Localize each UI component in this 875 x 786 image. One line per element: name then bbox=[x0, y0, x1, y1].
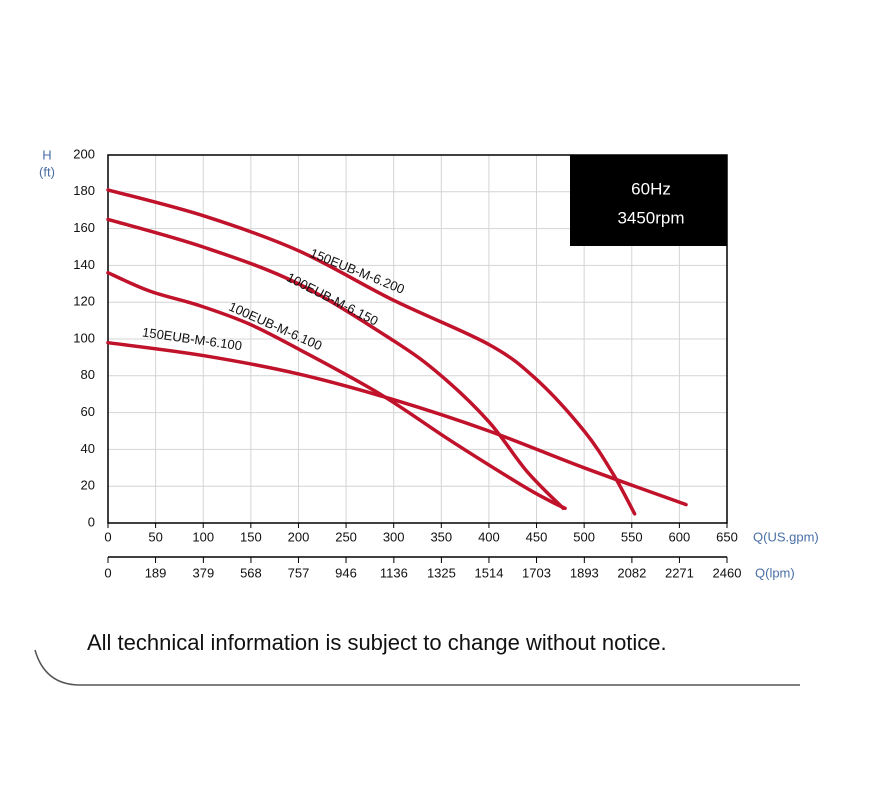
curve bbox=[106, 217, 565, 511]
x2-tick-label: 0 bbox=[104, 565, 111, 580]
curve bbox=[106, 188, 637, 516]
x2-tick-label: 2460 bbox=[713, 565, 742, 580]
x-tick-label: 50 bbox=[148, 529, 162, 544]
x-axis-label: Q(US.gpm) bbox=[753, 529, 819, 544]
x2-tick-label: 379 bbox=[193, 565, 215, 580]
y-tick-label: 0 bbox=[88, 514, 95, 529]
y-tick-label: 200 bbox=[73, 146, 95, 161]
x-tick-label: 500 bbox=[573, 529, 595, 544]
x2-tick-label: 1136 bbox=[380, 565, 408, 580]
x2-tick-label: 2082 bbox=[617, 565, 646, 580]
y-axis-label: (ft) bbox=[39, 164, 55, 179]
x-tick-label: 0 bbox=[104, 529, 111, 544]
x2-tick-label: 189 bbox=[145, 565, 167, 580]
y-tick-label: 120 bbox=[73, 294, 95, 309]
curve bbox=[106, 340, 688, 507]
y-tick-label: 180 bbox=[73, 183, 95, 198]
plot-frame bbox=[107, 154, 728, 524]
y-tick-label: 100 bbox=[73, 330, 95, 345]
info-text: 60Hz bbox=[631, 179, 671, 198]
x-tick-label: 300 bbox=[383, 529, 405, 544]
x-tick-label: 250 bbox=[335, 529, 357, 544]
info-text: 3450rpm bbox=[617, 208, 684, 227]
x2-tick-label: 757 bbox=[288, 565, 310, 580]
x2-axis-label: Q(lpm) bbox=[755, 565, 795, 580]
curve bbox=[106, 271, 567, 511]
x2-tick-label: 2271 bbox=[665, 565, 694, 580]
x-tick-label: 350 bbox=[430, 529, 452, 544]
footer-note: All technical information is subject to … bbox=[87, 630, 667, 655]
y-tick-label: 80 bbox=[81, 367, 95, 382]
x-tick-label: 550 bbox=[621, 529, 643, 544]
y-axis-label: H bbox=[42, 147, 51, 162]
y-tick-label: 40 bbox=[81, 441, 95, 456]
x2-tick-label: 1703 bbox=[522, 565, 551, 580]
y-tick-label: 140 bbox=[73, 257, 95, 272]
x2-tick-label: 1514 bbox=[475, 565, 504, 580]
x2-tick-label: 568 bbox=[240, 565, 262, 580]
x2-tick-label: 1893 bbox=[570, 565, 599, 580]
x-tick-label: 100 bbox=[192, 529, 214, 544]
x-tick-label: 600 bbox=[669, 529, 691, 544]
x-tick-label: 400 bbox=[478, 529, 500, 544]
x2-tick-label: 946 bbox=[335, 565, 357, 580]
x-tick-label: 450 bbox=[526, 529, 548, 544]
footer-line bbox=[34, 649, 800, 686]
x2-tick-label: 1325 bbox=[427, 565, 456, 580]
x-tick-label: 150 bbox=[240, 529, 262, 544]
x-tick-label: 650 bbox=[716, 529, 738, 544]
info-box bbox=[570, 155, 727, 246]
y-tick-label: 20 bbox=[81, 478, 95, 493]
y-tick-label: 160 bbox=[73, 220, 95, 235]
x-tick-label: 200 bbox=[288, 529, 310, 544]
y-tick-label: 60 bbox=[81, 404, 95, 419]
